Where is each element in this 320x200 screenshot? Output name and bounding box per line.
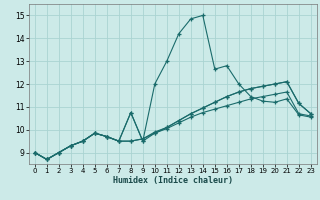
X-axis label: Humidex (Indice chaleur): Humidex (Indice chaleur)	[113, 176, 233, 185]
